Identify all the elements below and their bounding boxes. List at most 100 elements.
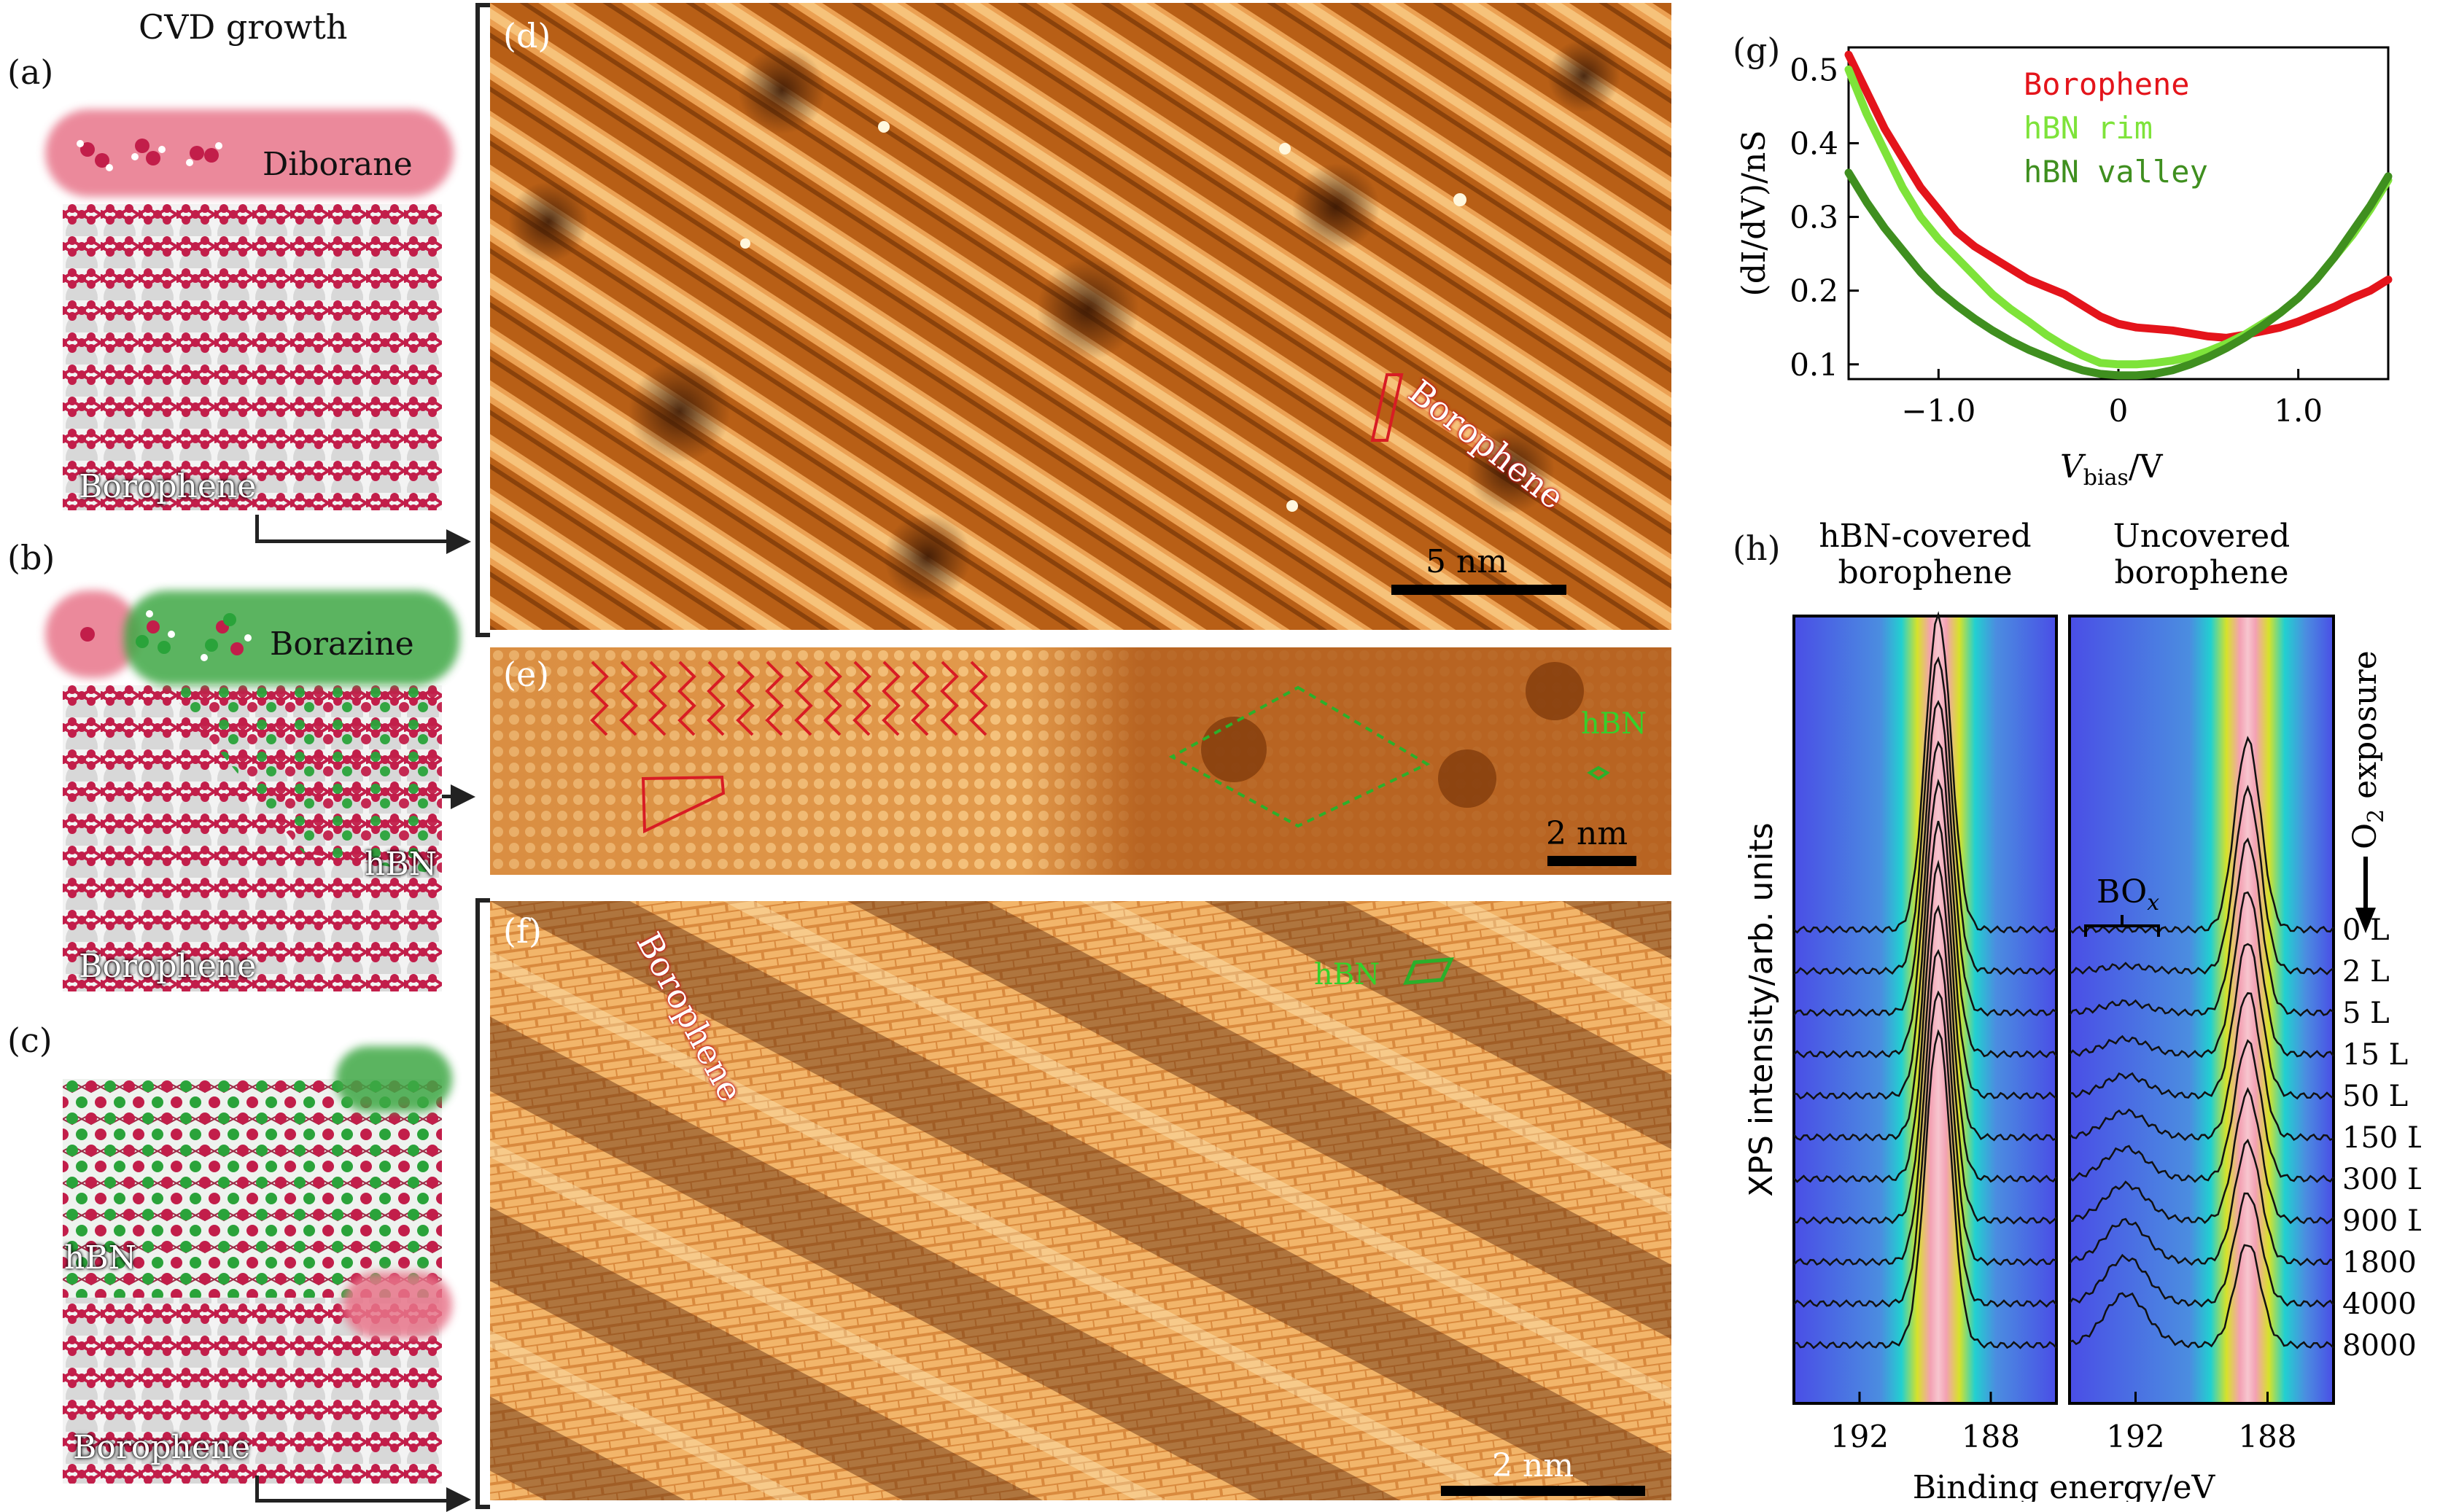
chart-h-right-frame xyxy=(2068,615,2335,1405)
panel-label-f: (f) xyxy=(503,911,542,951)
chart-h-right-spectrum xyxy=(2069,1244,2334,1349)
arrow-a-head xyxy=(446,529,471,554)
chart-h-exposure-title: O2 exposure xyxy=(2347,650,2389,849)
chart-h-right-spectrum xyxy=(2069,837,2334,1017)
chart-h-left-spectrum xyxy=(1793,740,2057,1059)
chart-h-xtick-label: 188 xyxy=(1962,1419,2020,1454)
chart-h-left-frame xyxy=(1792,615,2058,1405)
borazine-molecules xyxy=(69,605,259,674)
chart-g-ytick-label: 0.3 xyxy=(1790,200,1838,235)
chart-h-xlabel: Binding energy/eV xyxy=(1913,1469,2216,1502)
scalebar-d-label: 5 nm xyxy=(1426,543,1508,580)
chart-h-right-spectrum xyxy=(2069,1087,2334,1225)
chart-h-left-spectrum xyxy=(1793,904,2057,1225)
stm-image-f xyxy=(490,901,1671,1500)
hbn-label-b: hBN xyxy=(365,846,438,883)
chart-h-left-spectrum xyxy=(1793,1029,2057,1349)
stm-bracket-d xyxy=(475,3,490,637)
chart-h-left-spectrum xyxy=(1793,699,2057,1017)
chart-h-exposure-label: 900 L xyxy=(2342,1204,2421,1238)
chart-h-xtick-label: 192 xyxy=(2106,1419,2164,1454)
chart-h-exposure-label: 150 L xyxy=(2342,1121,2421,1155)
diborane-label: Diborane xyxy=(263,146,413,183)
chart-h-title-right-2: borophene xyxy=(2114,554,2288,591)
model-a-lattice xyxy=(63,204,442,510)
stm-image-d xyxy=(490,3,1671,630)
borazine-cloud-c xyxy=(335,1046,452,1112)
chart-h-right-spectrum xyxy=(2069,891,2334,1059)
chart-g-legend-entry: hBN valley xyxy=(2024,154,2208,190)
panel-label-e: (e) xyxy=(503,655,550,694)
chart-h-exposure-arrow-head xyxy=(2355,908,2376,933)
chart-g-ytick-label: 0.5 xyxy=(1790,52,1838,87)
chart-h-left-spectrum xyxy=(1793,820,2057,1142)
arrow-b-horizontal xyxy=(442,795,456,798)
arrow-a-vertical xyxy=(255,515,259,542)
scalebar-d xyxy=(1391,585,1566,595)
chart-g-series-line xyxy=(1844,50,2393,342)
chart-h-right-spectrum xyxy=(2069,943,2334,1100)
stm-f-hbn-label: hBN xyxy=(1314,958,1380,991)
chart-g-xlabel: Vbias/V xyxy=(2060,448,2164,491)
chart-g-ytick-label: 0.2 xyxy=(1790,273,1838,309)
stm-e-hbn-label: hBN xyxy=(1581,707,1647,741)
diborane-molecules xyxy=(73,128,233,189)
chart-g-legend-entry: hBN rim xyxy=(2024,110,2153,146)
borazine-label: Borazine xyxy=(270,626,414,663)
chart-h-right-spectrum xyxy=(2069,1138,2334,1266)
chart-g: 0.1 0.2 0.3 0.4 0.5 −1.0 0 1.0 Borophene hBN rim h… xyxy=(1736,46,2393,491)
chart-h-xtick-label: 192 xyxy=(1830,1419,1889,1454)
chart-h-exposure-label: 5 L xyxy=(2342,997,2390,1030)
chart-h-exposure-label: 15 L xyxy=(2342,1038,2408,1072)
panel-label-d: (d) xyxy=(503,16,551,55)
model-b-lattice xyxy=(63,685,442,991)
chart-h-left-spectrum xyxy=(1793,656,2057,975)
model-a xyxy=(63,204,442,510)
chart-h-left-spectrum xyxy=(1793,778,2057,1100)
model-b xyxy=(63,685,442,991)
borophene-label-c: Borophene xyxy=(73,1429,251,1466)
borophene-label-b: Borophene xyxy=(79,948,257,985)
chart-h-title-right-1: Uncovered xyxy=(2113,518,2291,555)
arrow-b-head xyxy=(451,784,475,809)
chart-h-right-background xyxy=(2070,616,2334,1403)
borazine-cloud xyxy=(124,591,459,685)
chart-h-box-label: BOx xyxy=(2097,873,2159,916)
panel-label-b: (b) xyxy=(7,538,55,577)
arrow-c-vertical xyxy=(255,1476,259,1502)
chart-g-legend-entry: Borophene xyxy=(2024,66,2190,102)
diborane-cloud-c xyxy=(343,1272,452,1338)
chart-h-right-spectrum xyxy=(2069,991,2334,1142)
chart-h-title-left-2: borophene xyxy=(1838,554,2012,591)
chart-g-xtick-label: −1.0 xyxy=(1901,393,1975,429)
stm-image-e xyxy=(490,647,1671,875)
scalebar-f xyxy=(1441,1486,1645,1496)
chart-h-right-spectrum xyxy=(2069,1039,2334,1183)
chart-h-exposure-label: 8000 L xyxy=(2342,1329,2421,1363)
chart-g-series-line xyxy=(1844,168,2393,380)
chart-g-ytick-label: 0.4 xyxy=(1790,125,1838,161)
chart-h-exposure-label: 300 L xyxy=(2342,1163,2421,1196)
scalebar-e xyxy=(1547,856,1636,866)
chart-g-xtick-label: 0 xyxy=(2109,393,2129,429)
arrow-a-horizontal xyxy=(255,539,452,543)
chart-h-exposure-label: 1800 L xyxy=(2342,1246,2421,1279)
chart-h-right-spectrum xyxy=(2069,784,2334,975)
chart-h-left-spectrum xyxy=(1793,859,2057,1183)
chart-g-ylabel: (dI/dV)/nS xyxy=(1736,130,1773,297)
chart-h-title-left-1: hBN-covered xyxy=(1819,518,2031,555)
model-c xyxy=(63,1079,442,1484)
panel-label-c: (c) xyxy=(7,1021,53,1060)
model-c-lattice xyxy=(63,1079,442,1484)
chart-h-left-spectrum xyxy=(1793,611,2057,934)
chart-h-xtick-label: 188 xyxy=(2238,1419,2296,1454)
chart-g-ytick-label: 0.1 xyxy=(1790,347,1838,383)
chart-h-exposure-label: 2 L xyxy=(2342,955,2390,989)
chart-h-left-spectrum xyxy=(1793,990,2057,1308)
scalebar-f-label: 2 nm xyxy=(1492,1447,1574,1484)
chart-h-ylabel: XPS intensity/arb. units xyxy=(1743,822,1780,1196)
chart-h-box-bracket xyxy=(2084,915,2160,937)
arrow-c-head xyxy=(446,1487,471,1512)
arrow-c-horizontal xyxy=(255,1499,452,1503)
stm-bracket-f xyxy=(475,898,490,1509)
